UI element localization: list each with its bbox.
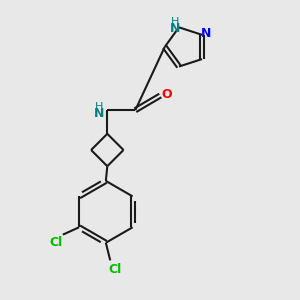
Text: Cl: Cl	[50, 236, 63, 249]
Text: N: N	[170, 22, 181, 35]
Text: O: O	[161, 88, 172, 100]
Text: H: H	[95, 102, 103, 112]
Text: N: N	[201, 27, 212, 40]
Text: H: H	[171, 17, 180, 27]
Text: N: N	[94, 107, 104, 120]
Text: Cl: Cl	[108, 263, 121, 276]
